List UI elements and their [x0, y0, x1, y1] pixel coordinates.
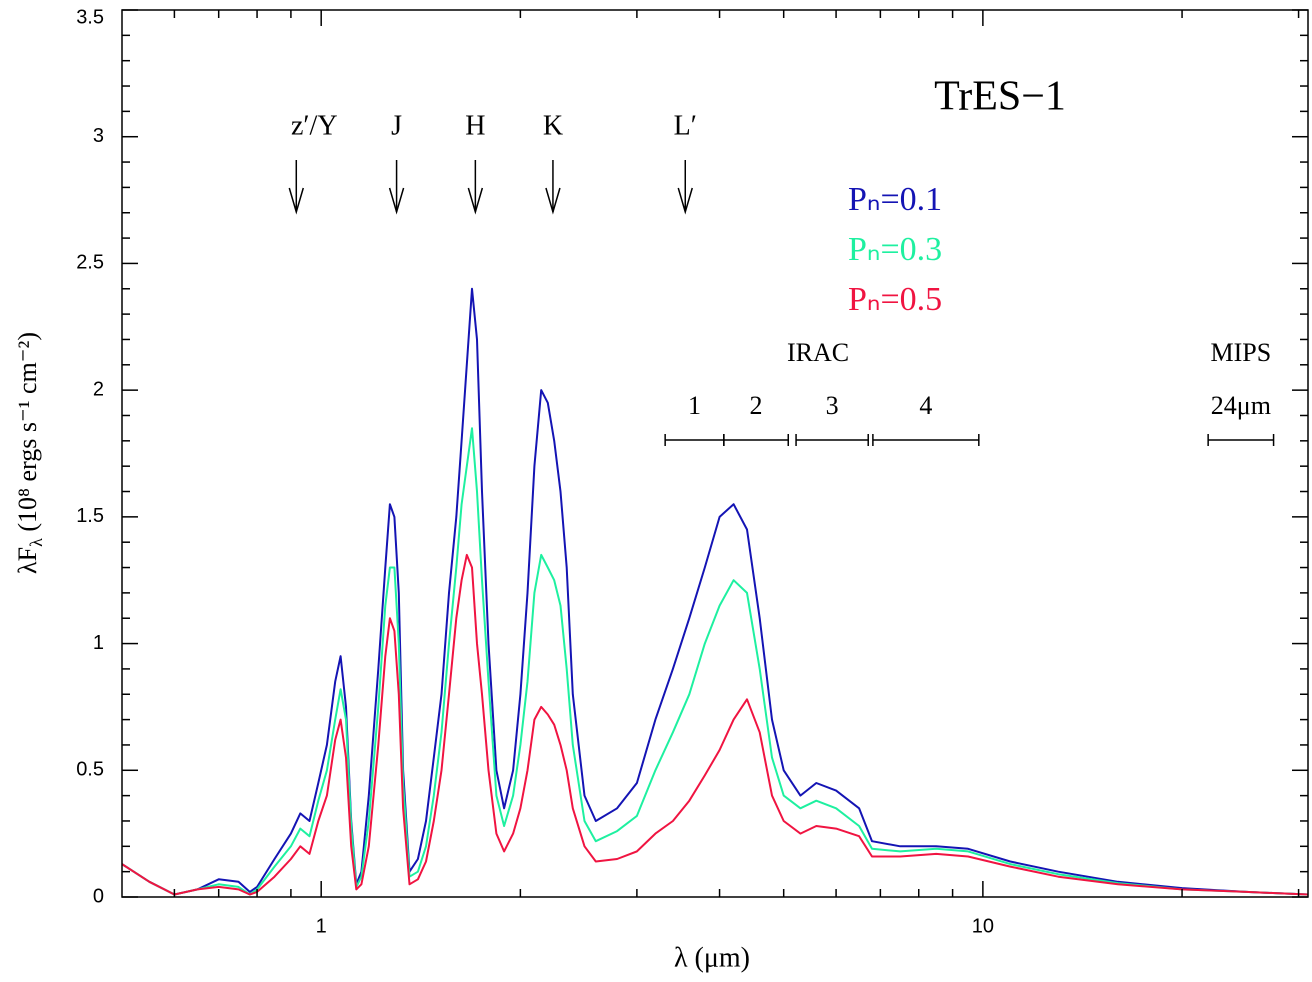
band-arrow-head — [467, 187, 484, 215]
x-tick-label: 1 — [316, 915, 327, 937]
irac-channel-label: 1 — [688, 391, 701, 420]
spectrum-line — [121, 287, 1309, 896]
band-arrow-head — [288, 187, 305, 215]
band-label: L′ — [674, 110, 697, 141]
irac-channel-label: 4 — [919, 391, 932, 420]
plot-frame — [121, 9, 1309, 898]
irac-channel-label: 3 — [826, 391, 839, 420]
band-arrow-head — [388, 187, 405, 215]
y-tick-label: 3.5 — [76, 6, 104, 28]
irac-label: IRAC — [787, 338, 849, 367]
spectrum-line — [121, 427, 1309, 896]
y-label-rest: (10⁸ ergs s⁻¹ cm⁻²) — [13, 332, 42, 538]
legend-entry: Pₙ=0.3 — [848, 231, 942, 268]
chart-title: TrES−1 — [934, 74, 1066, 120]
y-axis-label: λFλ (10⁸ ergs s⁻¹ cm⁻²) — [13, 332, 46, 574]
y-tick-label: 3 — [93, 125, 104, 147]
mips-sublabel: 24μm — [1211, 391, 1271, 420]
irac-channel-label: 2 — [750, 391, 763, 420]
band-label: z′/Y — [291, 110, 338, 141]
y-tick-label: 1.5 — [76, 505, 104, 527]
band-label: K — [543, 110, 563, 141]
y-tick-label: 0.5 — [76, 759, 104, 781]
band-label: H — [465, 110, 485, 141]
legend-entry: Pₙ=0.5 — [848, 281, 942, 318]
y-tick-label: 2 — [93, 378, 104, 400]
legend-entry: Pₙ=0.1 — [848, 181, 942, 218]
x-axis-label: λ (μm) — [674, 942, 750, 973]
spectrum-line — [121, 553, 1309, 896]
y-tick-label: 1 — [93, 632, 104, 654]
y-label-sub: λ — [26, 538, 46, 547]
y-tick-label: 2.5 — [76, 252, 104, 274]
y-tick-label: 0 — [93, 885, 104, 907]
band-arrow-head — [677, 187, 693, 215]
x-tick-label: 10 — [972, 915, 994, 937]
band-arrow-head — [545, 187, 561, 215]
y-label-main: λF — [13, 547, 42, 574]
mips-label: MIPS — [1211, 338, 1272, 367]
band-label: J — [391, 110, 402, 141]
